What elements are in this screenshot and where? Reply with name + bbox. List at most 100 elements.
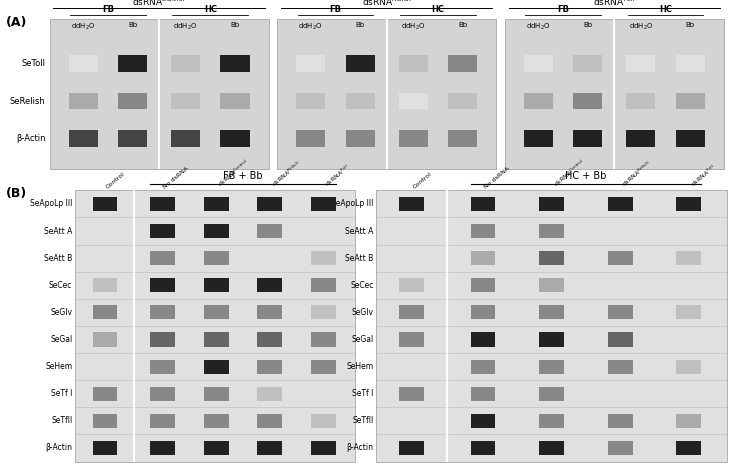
Bar bbox=[118, 55, 147, 71]
Bar bbox=[151, 441, 175, 455]
Bar bbox=[539, 251, 564, 265]
Bar bbox=[221, 130, 250, 147]
Text: dsRNA$^{Relish}$: dsRNA$^{Relish}$ bbox=[620, 159, 654, 189]
Bar bbox=[398, 55, 428, 71]
Bar bbox=[204, 360, 229, 374]
Text: ddH$_2$O: ddH$_2$O bbox=[629, 22, 653, 32]
Bar bbox=[151, 278, 175, 292]
Bar bbox=[204, 278, 229, 292]
Bar bbox=[471, 224, 496, 238]
Bar bbox=[607, 251, 632, 265]
Bar bbox=[399, 197, 424, 211]
Text: SeAtt B: SeAtt B bbox=[44, 254, 72, 263]
Bar bbox=[448, 55, 477, 71]
Bar bbox=[151, 332, 175, 346]
Bar bbox=[626, 93, 656, 110]
Text: SeHem: SeHem bbox=[346, 362, 374, 371]
Bar bbox=[118, 93, 147, 110]
Bar bbox=[607, 441, 632, 455]
Text: SeTfII: SeTfII bbox=[352, 416, 374, 425]
Bar bbox=[93, 360, 118, 374]
Bar bbox=[296, 93, 325, 110]
Text: β-Actin: β-Actin bbox=[16, 134, 45, 143]
Bar bbox=[346, 93, 375, 110]
Text: FB + Bb: FB + Bb bbox=[223, 171, 263, 181]
Bar bbox=[204, 224, 229, 238]
Bar bbox=[257, 306, 282, 320]
Bar bbox=[539, 306, 564, 320]
Text: Bb: Bb bbox=[128, 22, 137, 28]
Text: dsRNA$^{Toll}$: dsRNA$^{Toll}$ bbox=[689, 163, 718, 189]
Bar bbox=[204, 441, 229, 455]
Bar bbox=[607, 197, 632, 211]
Bar bbox=[607, 278, 632, 292]
Bar bbox=[539, 360, 564, 374]
Text: SeGal: SeGal bbox=[352, 335, 374, 344]
Bar bbox=[471, 197, 496, 211]
Bar bbox=[171, 55, 200, 71]
Bar bbox=[204, 387, 229, 401]
Bar bbox=[204, 414, 229, 428]
Bar bbox=[539, 332, 564, 346]
Text: Bb: Bb bbox=[355, 22, 365, 28]
Bar bbox=[676, 197, 701, 211]
Bar bbox=[221, 55, 250, 71]
Text: HC: HC bbox=[659, 5, 672, 14]
Text: SeCec: SeCec bbox=[49, 281, 72, 290]
Bar bbox=[676, 251, 701, 265]
Bar bbox=[471, 278, 496, 292]
Bar bbox=[675, 55, 705, 71]
Text: β-Actin: β-Actin bbox=[45, 444, 72, 453]
Bar bbox=[399, 387, 424, 401]
Text: Bb: Bb bbox=[686, 22, 694, 28]
Text: SeHem: SeHem bbox=[45, 362, 72, 371]
Text: SeAtt B: SeAtt B bbox=[345, 254, 374, 263]
Bar bbox=[257, 360, 282, 374]
Text: (B): (B) bbox=[6, 187, 27, 200]
Text: Bb: Bb bbox=[230, 22, 240, 28]
Bar bbox=[93, 441, 118, 455]
Bar bbox=[471, 251, 496, 265]
Bar bbox=[311, 306, 336, 320]
Text: SeGlv: SeGlv bbox=[352, 308, 374, 317]
Bar bbox=[257, 197, 282, 211]
Text: HC: HC bbox=[431, 5, 444, 14]
Text: β-Actin: β-Actin bbox=[346, 444, 374, 453]
Bar bbox=[675, 130, 705, 147]
Bar bbox=[471, 332, 496, 346]
Text: SeApoLp III: SeApoLp III bbox=[331, 199, 374, 208]
Text: Control: Control bbox=[105, 171, 126, 189]
Bar bbox=[93, 306, 118, 320]
Bar bbox=[523, 55, 553, 71]
Bar bbox=[573, 55, 602, 71]
Text: SeRelish: SeRelish bbox=[10, 96, 45, 106]
Bar bbox=[204, 332, 229, 346]
Bar bbox=[257, 387, 282, 401]
Bar bbox=[539, 387, 564, 401]
Bar bbox=[296, 55, 325, 71]
Bar bbox=[151, 197, 175, 211]
Bar bbox=[93, 332, 118, 346]
Bar bbox=[204, 197, 229, 211]
Text: Bb: Bb bbox=[458, 22, 467, 28]
Text: ddH$_2$O: ddH$_2$O bbox=[71, 22, 96, 32]
Bar bbox=[151, 360, 175, 374]
Bar bbox=[311, 332, 336, 346]
Text: SeTf I: SeTf I bbox=[352, 389, 374, 398]
Bar bbox=[448, 130, 477, 147]
Bar bbox=[69, 130, 98, 147]
Bar bbox=[399, 360, 424, 374]
Bar bbox=[398, 93, 428, 110]
Text: FB: FB bbox=[557, 5, 569, 14]
Bar bbox=[93, 414, 118, 428]
Text: SeCec: SeCec bbox=[350, 281, 374, 290]
Bar bbox=[204, 306, 229, 320]
Bar bbox=[471, 441, 496, 455]
Bar bbox=[539, 224, 564, 238]
Text: dsRNA$^{Control}$: dsRNA$^{Control}$ bbox=[216, 157, 251, 189]
Bar bbox=[505, 19, 724, 169]
Text: dsRNA$^{Relish}$: dsRNA$^{Relish}$ bbox=[270, 159, 303, 189]
Bar bbox=[311, 278, 336, 292]
Bar bbox=[346, 55, 375, 71]
Bar bbox=[399, 224, 424, 238]
